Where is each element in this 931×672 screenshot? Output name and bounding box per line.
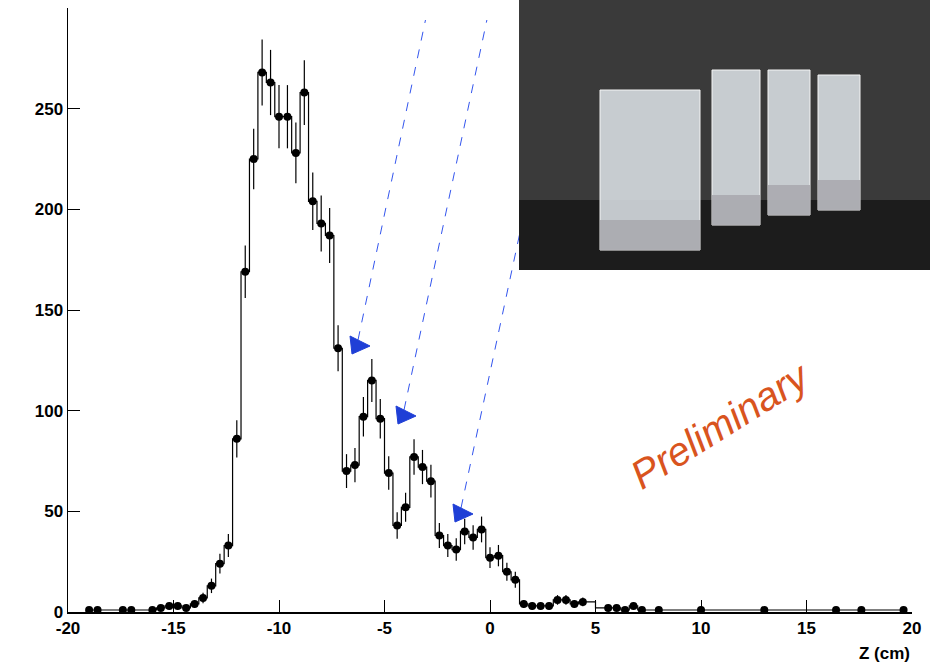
svg-text:5: 5	[591, 619, 600, 638]
svg-text:Z (cm): Z (cm)	[859, 644, 910, 663]
svg-text:0: 0	[485, 619, 494, 638]
svg-text:200: 200	[35, 200, 63, 219]
svg-text:0: 0	[54, 603, 63, 622]
svg-text:Preliminary: Preliminary	[623, 352, 819, 497]
svg-text:-15: -15	[161, 619, 186, 638]
svg-text:150: 150	[35, 301, 63, 320]
svg-text:10: 10	[692, 619, 711, 638]
svg-text:-5: -5	[377, 619, 392, 638]
svg-text:100: 100	[35, 402, 63, 421]
svg-text:20: 20	[903, 619, 922, 638]
svg-text:-10: -10	[267, 619, 292, 638]
svg-text:250: 250	[35, 100, 63, 119]
svg-text:50: 50	[44, 502, 63, 521]
svg-text:15: 15	[797, 619, 816, 638]
svg-text:-20: -20	[56, 619, 81, 638]
